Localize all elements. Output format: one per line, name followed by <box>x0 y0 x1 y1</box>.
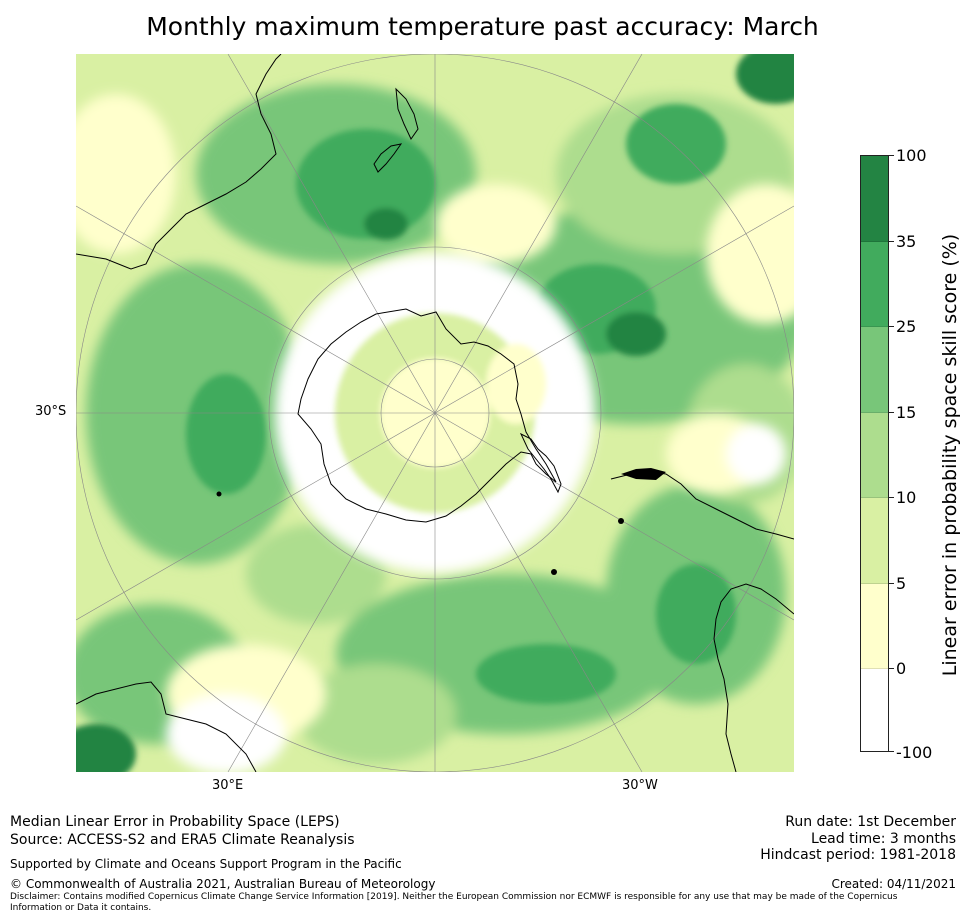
colorbar-tick-label: 15 <box>896 403 917 422</box>
colorbar-tick-label: 10 <box>896 488 917 507</box>
colorbar-tick <box>889 751 894 752</box>
skill-map <box>76 54 794 772</box>
colorbar-bin-15-25 <box>861 327 888 413</box>
colorbar-tick-label: -100 <box>896 743 933 762</box>
australia-coast <box>76 54 282 270</box>
colorbar-tick <box>889 326 894 327</box>
antarctica-coast <box>297 308 557 523</box>
islands <box>216 468 666 575</box>
colorbar-tick-label: 0 <box>896 659 907 678</box>
skill-field-high <box>76 54 794 772</box>
footer-support: Supported by Climate and Oceans Support … <box>10 857 402 871</box>
footer-copyright: © Commonwealth of Australia 2021, Austra… <box>10 877 436 891</box>
footer-run-date: Run date: 1st December <box>785 814 956 830</box>
antarctic-peninsula <box>519 432 562 494</box>
graticule <box>76 54 794 772</box>
southern-africa-coast <box>76 681 257 772</box>
colorbar-bin-25-35 <box>861 242 888 327</box>
footer-disclaimer-2: Information or Data it contains. <box>10 903 152 913</box>
lon-label-30e: 30°E <box>212 778 244 793</box>
colorbar-bin-0-5 <box>861 584 888 669</box>
colorbar-bin-neg100-0 <box>861 669 888 751</box>
footer-source: Source: ACCESS-S2 and ERA5 Climate Reana… <box>10 832 355 848</box>
south-america-coast-2 <box>713 583 794 772</box>
colorbar-tick <box>889 497 894 498</box>
colorbar <box>860 155 889 752</box>
colorbar-tick <box>889 412 894 413</box>
footer-method: Median Linear Error in Probability Space… <box>10 814 340 830</box>
colorbar-bin-35-100 <box>861 156 888 242</box>
colorbar-tick <box>889 583 894 584</box>
footer-created: Created: 04/11/2021 <box>831 877 956 891</box>
colorbar-tick <box>889 241 894 242</box>
map-svg <box>76 54 794 772</box>
colorbar-tick-label: 35 <box>896 232 917 251</box>
colorbar-tick-label: 100 <box>896 146 927 165</box>
colorbar-tick-label: 5 <box>896 574 907 593</box>
colorbar-bin-10-15 <box>861 413 888 498</box>
colorbar-label: Linear error in probability space skill … <box>939 233 961 677</box>
colorbar-tick <box>889 155 894 156</box>
colorbar-bin-5-10 <box>861 498 888 584</box>
lat-label-30s: 30°S <box>35 404 67 419</box>
coastlines <box>76 54 794 772</box>
footer-lead-time: Lead time: 3 months <box>811 831 956 847</box>
colorbar-tick <box>889 668 894 669</box>
colorbar-tick-label: 25 <box>896 317 917 336</box>
footer-hindcast: Hindcast period: 1981-2018 <box>760 847 956 863</box>
lon-label-30w: 30°W <box>622 778 658 793</box>
footer-disclaimer: Disclaimer: Contains modified Copernicus… <box>10 892 898 902</box>
new-zealand-coast <box>373 87 419 173</box>
chart-title: Monthly maximum temperature past accurac… <box>146 12 819 41</box>
